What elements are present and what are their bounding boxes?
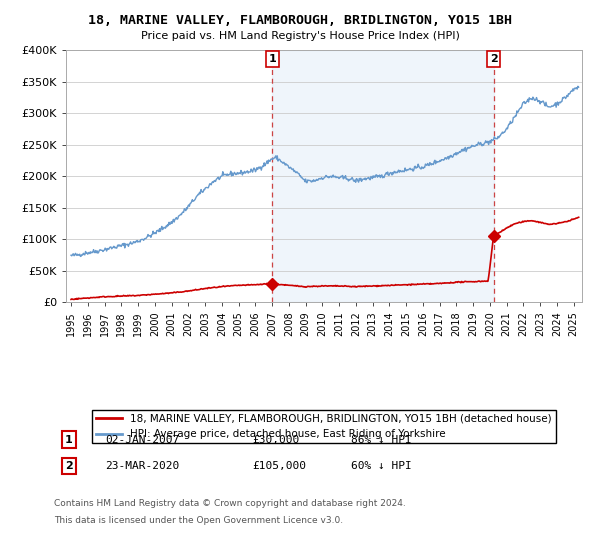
Text: £105,000: £105,000 — [252, 461, 306, 471]
Text: 1: 1 — [65, 435, 73, 445]
Text: This data is licensed under the Open Government Licence v3.0.: This data is licensed under the Open Gov… — [54, 516, 343, 525]
Text: 02-JAN-2007: 02-JAN-2007 — [105, 435, 179, 445]
Bar — [272, 50, 494, 302]
Text: £30,000: £30,000 — [252, 435, 299, 445]
Text: 2: 2 — [490, 54, 497, 64]
Legend: 18, MARINE VALLEY, FLAMBOROUGH, BRIDLINGTON, YO15 1BH (detached house), HPI: Ave: 18, MARINE VALLEY, FLAMBOROUGH, BRIDLING… — [92, 410, 556, 444]
Text: 2: 2 — [65, 461, 73, 471]
Text: 18, MARINE VALLEY, FLAMBOROUGH, BRIDLINGTON, YO15 1BH: 18, MARINE VALLEY, FLAMBOROUGH, BRIDLING… — [88, 14, 512, 27]
Text: Contains HM Land Registry data © Crown copyright and database right 2024.: Contains HM Land Registry data © Crown c… — [54, 500, 406, 508]
Text: 60% ↓ HPI: 60% ↓ HPI — [351, 461, 412, 471]
Text: 23-MAR-2020: 23-MAR-2020 — [105, 461, 179, 471]
Text: 86% ↓ HPI: 86% ↓ HPI — [351, 435, 412, 445]
Text: 1: 1 — [268, 54, 276, 64]
Text: Price paid vs. HM Land Registry's House Price Index (HPI): Price paid vs. HM Land Registry's House … — [140, 31, 460, 41]
